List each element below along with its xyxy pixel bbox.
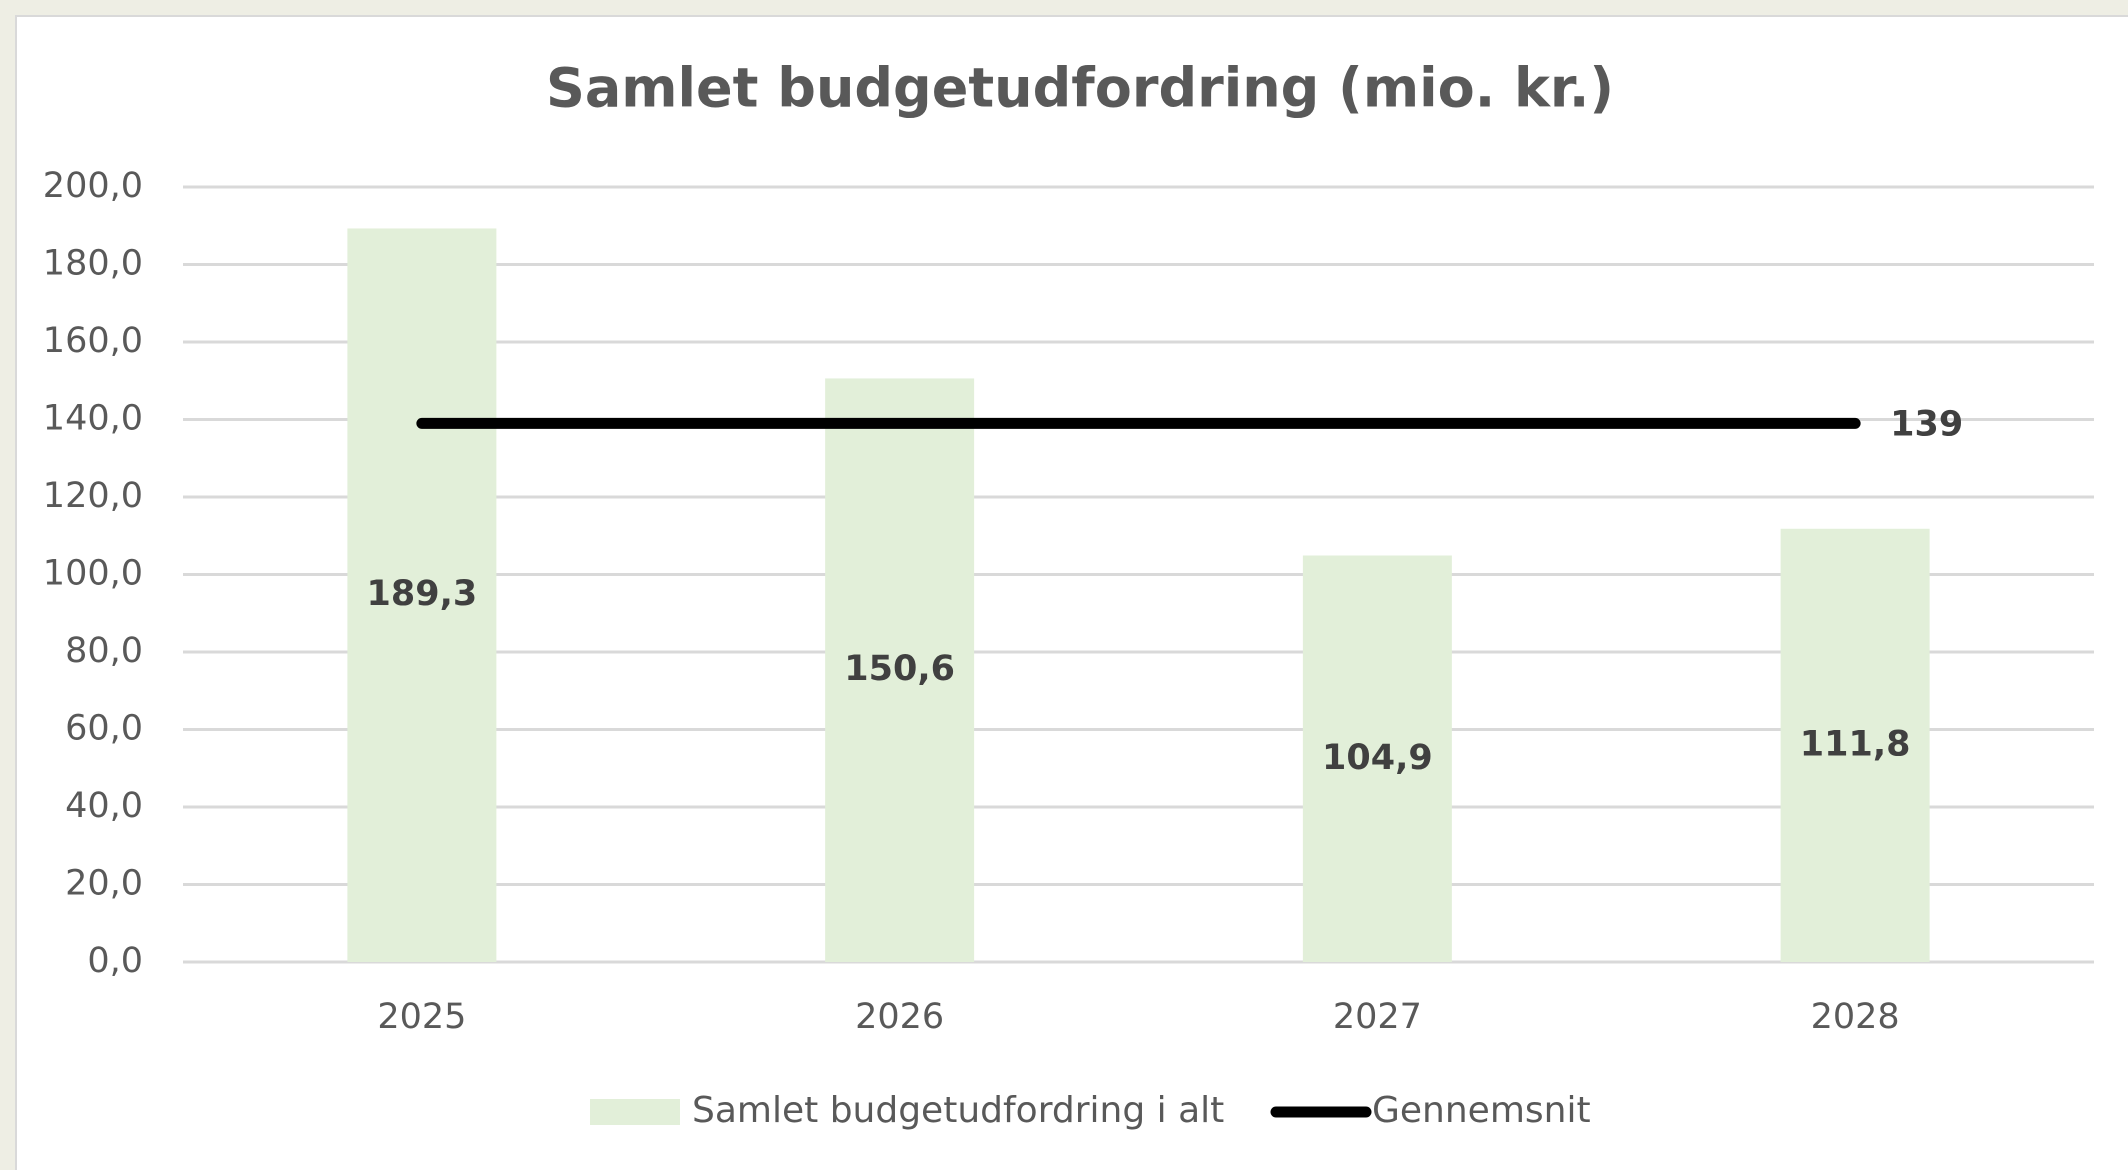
x-tick-label: 2025	[377, 997, 466, 1037]
y-tick-label: 20,0	[65, 864, 143, 904]
y-tick-label: 40,0	[65, 786, 143, 826]
x-tick-label: 2028	[1811, 997, 1900, 1037]
data-label: 139	[1890, 404, 1963, 444]
y-tick-label: 0,0	[87, 941, 143, 981]
y-tick-label: 180,0	[43, 244, 143, 284]
data-label: 111,8	[1800, 724, 1911, 764]
x-tick-label: 2027	[1333, 997, 1422, 1037]
y-tick-label: 160,0	[43, 321, 143, 361]
bar	[347, 228, 497, 962]
legend-label: Samlet budgetudfordring i alt	[692, 1090, 1224, 1131]
y-tick-label: 200,0	[43, 166, 143, 206]
data-label: 189,3	[367, 574, 478, 614]
bar	[1302, 555, 1452, 962]
y-tick-label: 140,0	[43, 399, 143, 439]
y-tick-label: 120,0	[43, 476, 143, 516]
y-tick-label: 60,0	[65, 709, 143, 749]
data-label: 150,6	[844, 649, 955, 689]
bar	[825, 378, 975, 962]
chart-title: Samlet budgetudfordring (mio. kr.)	[546, 57, 1614, 120]
legend-label: Gennemsnit	[1372, 1090, 1591, 1131]
y-tick-label: 100,0	[43, 554, 143, 594]
data-label: 104,9	[1322, 738, 1433, 778]
bar	[1780, 528, 1930, 962]
legend-swatch	[590, 1099, 680, 1125]
x-tick-label: 2026	[855, 997, 944, 1037]
y-tick-label: 80,0	[65, 631, 143, 671]
